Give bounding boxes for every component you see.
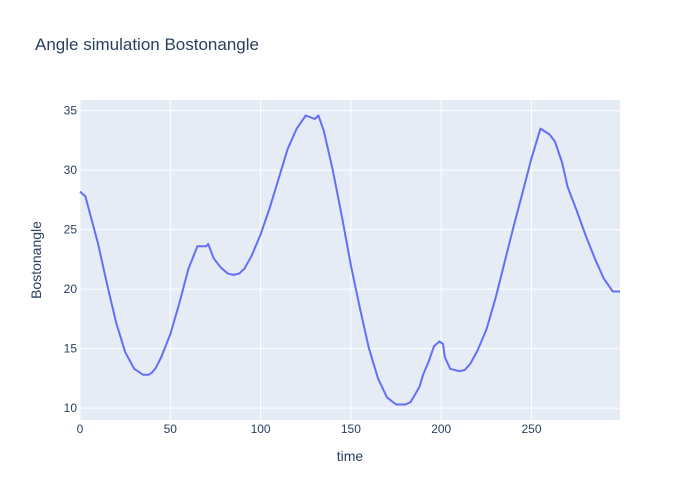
x-tick-label: 50 xyxy=(164,422,178,436)
y-tick-label: 10 xyxy=(64,401,78,415)
y-axis-title: Bostonangle xyxy=(28,221,44,299)
y-tick-label: 25 xyxy=(64,223,78,237)
x-tick-label: 100 xyxy=(251,422,271,436)
x-tick-label: 200 xyxy=(431,422,451,436)
gridlines xyxy=(79,100,620,420)
chart-title: Angle simulation Bostonangle xyxy=(35,35,259,54)
x-tick-label: 0 xyxy=(77,422,84,436)
y-tick-label: 20 xyxy=(64,282,78,296)
x-tick-label: 250 xyxy=(521,422,541,436)
x-tick-label: 150 xyxy=(341,422,361,436)
x-tick-labels: 0 50 100 150 200 250 xyxy=(77,422,542,436)
y-tick-label: 35 xyxy=(64,104,78,118)
y-tick-label: 15 xyxy=(64,342,78,356)
y-tick-labels: 10 15 20 25 30 35 xyxy=(64,104,78,415)
series-line xyxy=(79,114,620,406)
y-tick-label: 30 xyxy=(64,163,78,177)
x-axis-title: time xyxy=(337,448,364,464)
